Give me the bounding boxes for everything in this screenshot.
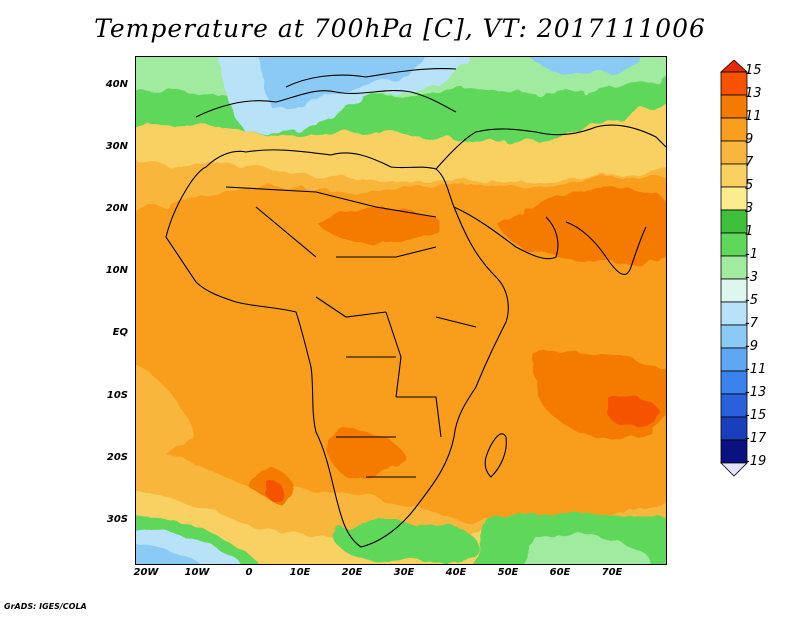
lat-label-30s: 30S [106, 514, 128, 525]
colorbar-label-15: 15 [745, 63, 762, 78]
colorbar-label-m17: -17 [745, 431, 767, 446]
lat-label-40n: 40N [105, 79, 128, 90]
colorbar-swatch [720, 255, 748, 280]
temperature-map [135, 56, 667, 565]
colorbar [719, 59, 749, 560]
lon-label-10w: 10W [184, 567, 210, 578]
colorbar-swatch [720, 163, 748, 188]
colorbar-label-m1: -1 [745, 247, 758, 262]
colorbar-label-11: 11 [745, 109, 762, 124]
colorbar-swatch [720, 140, 748, 165]
colorbar-label-m5: -5 [745, 293, 758, 308]
colorbar-label-m3: -3 [745, 270, 758, 285]
colorbar-label-7: 7 [745, 155, 754, 170]
colorbar-label-m13: -13 [745, 385, 767, 400]
colorbar-swatch [720, 71, 748, 96]
lon-label-0: 0 [245, 567, 253, 578]
lon-label-20e: 20E [341, 567, 363, 578]
colorbar-arrow-bottom [720, 462, 748, 477]
lon-label-60e: 60E [549, 567, 571, 578]
coastlines [165, 68, 666, 548]
colorbar-label-m19: -19 [745, 454, 767, 469]
map-title: Temperature at 700hPa [C], VT: 201711100… [94, 14, 706, 43]
colorbar-swatch [720, 186, 748, 211]
colorbar-swatch [720, 117, 748, 142]
colorbar-swatch [720, 278, 748, 303]
colorbar-label-m7: -7 [745, 316, 758, 331]
colorbar-swatch [720, 439, 748, 464]
lon-label-20w: 20W [133, 567, 159, 578]
colorbar-swatch [720, 94, 748, 119]
colorbar-swatch [720, 416, 748, 441]
colorbar-swatch [720, 301, 748, 326]
lat-label-10s: 10S [106, 390, 128, 401]
lat-label-10n: 10N [105, 265, 128, 276]
grads-credit: GrADS: IGES/COLA [4, 602, 87, 611]
colorbar-label-m9: -9 [745, 339, 758, 354]
lon-label-30e: 30E [393, 567, 415, 578]
colorbar-swatch [720, 324, 748, 349]
colorbar-label-9: 9 [745, 132, 754, 147]
colorbar-label-m15: -15 [745, 408, 767, 423]
colorbar-swatch [720, 232, 748, 257]
colorbar-arrow-top [719, 59, 749, 73]
lat-label-20s: 20S [106, 452, 128, 463]
colorbar-swatch [720, 393, 748, 418]
lat-label-20n: 20N [105, 203, 128, 214]
colorbar-label-3: 3 [745, 201, 754, 216]
temperature-field [136, 57, 666, 564]
colorbar-label-1: 1 [745, 224, 754, 239]
colorbar-label-5: 5 [745, 178, 754, 193]
lon-label-10e: 10E [289, 567, 311, 578]
lon-label-40e: 40E [445, 567, 467, 578]
colorbar-label-m11: -11 [745, 362, 767, 377]
colorbar-swatch [720, 209, 748, 234]
lat-label-30n: 30N [105, 141, 128, 152]
lon-label-50e: 50E [497, 567, 519, 578]
colorbar-swatch [720, 347, 748, 372]
colorbar-swatch [720, 370, 748, 395]
lon-label-70e: 70E [601, 567, 623, 578]
colorbar-label-13: 13 [745, 86, 762, 101]
lat-label-eq: EQ [112, 327, 128, 338]
